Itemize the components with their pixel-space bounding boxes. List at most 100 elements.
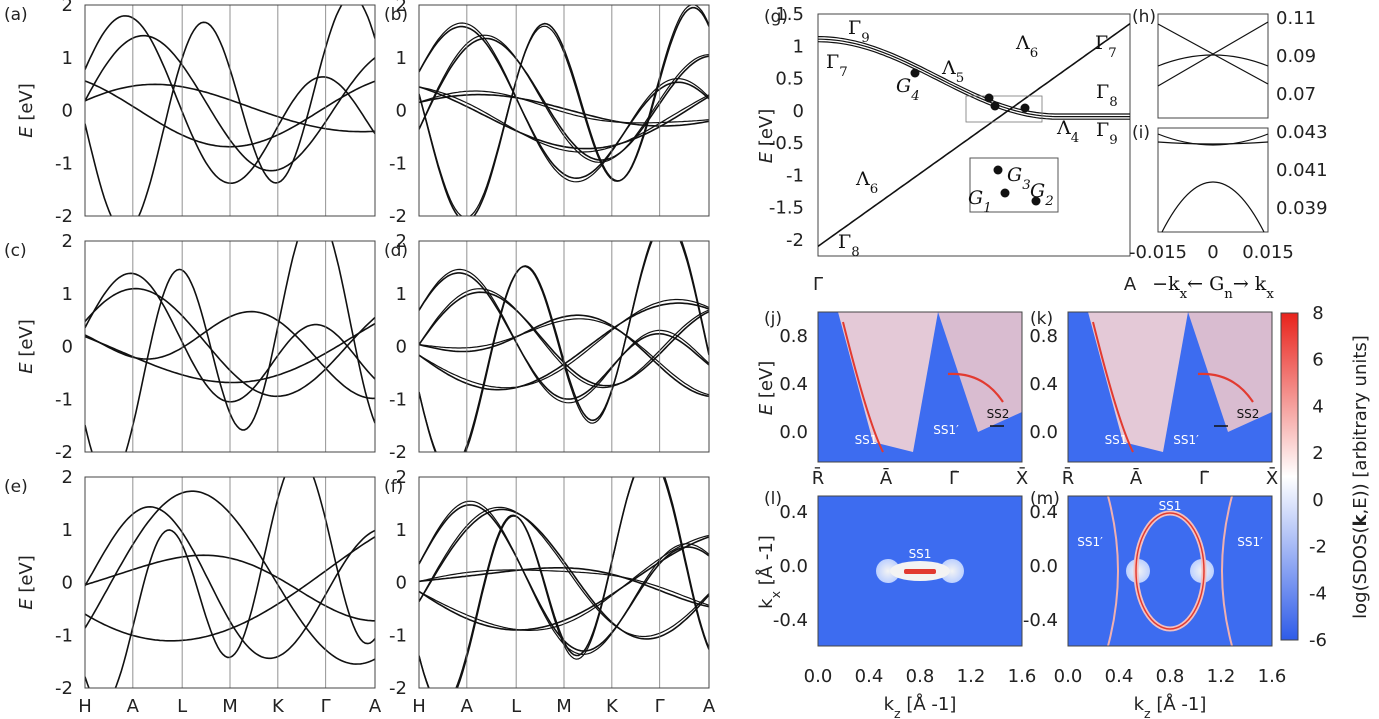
g-lines (818, 23, 1130, 247)
symmetry-label: Λ4 (1056, 117, 1079, 146)
path-label: A (127, 696, 140, 717)
y-axis-label: kx [Å -1] (755, 535, 783, 609)
y-tick-label: 0.5 (775, 69, 804, 90)
y-tick-label: 0.4 (1029, 502, 1058, 523)
surface-state-label: SS1 (1105, 433, 1128, 447)
y-tick-label: 0.8 (1029, 326, 1058, 347)
x-tick-label: Ā (880, 467, 893, 489)
x-tick-label: Γ (813, 274, 823, 295)
zoom-box (965, 95, 1043, 123)
panel-label: (m) (1030, 489, 1060, 509)
surface-state-label: SS1 (855, 433, 878, 447)
y-tick-label: -2 (55, 678, 73, 699)
x-tick-label: X̄ (1016, 467, 1028, 489)
fermi-contour (1221, 495, 1233, 647)
degeneracy-point (1031, 196, 1041, 206)
panel-i: (i) 0.043 0.041 0.039 (1132, 122, 1328, 233)
band-panel-1: (b)2 1 0 -1 -2 (384, 0, 710, 227)
band-panel-4: (e) 2 1 0 -1 -2 E [eV] H A L M K Γ A (4, 467, 382, 717)
band-panel-5: (f)2 1 0 -1 -2H A L M K Γ A (384, 467, 716, 717)
y-tick-label: 0.4 (1029, 374, 1058, 395)
symmetry-label: Γ8 (838, 231, 860, 260)
g-band-curve (818, 36, 1130, 115)
y-tick-label: -2 (389, 442, 407, 463)
x-tick-label: Γ̄ (1199, 468, 1209, 489)
y-tick-label: -2 (389, 678, 407, 699)
colorbar-tick: 6 (1312, 350, 1323, 371)
panel-label: (e) (4, 477, 28, 497)
heatmap-region (1188, 312, 1272, 432)
y-tick-label: 0.4 (779, 374, 808, 395)
plot-frame (817, 495, 1023, 647)
plot-frame (1067, 311, 1273, 463)
y-tick-label: 0.0 (1029, 422, 1058, 443)
plot-frame (1067, 495, 1273, 647)
path-label: H (78, 696, 92, 717)
y-tick-label: -0.4 (773, 610, 808, 631)
y-tick-label: 1 (793, 36, 804, 57)
plot-frame (1157, 13, 1269, 119)
path-label: K (606, 696, 619, 717)
y-tick-label: 0.07 (1276, 84, 1316, 105)
fermi-arc (904, 569, 936, 574)
x-tick-label: 1.6 (1258, 666, 1287, 687)
heatmap-region (838, 312, 938, 452)
symmetry-label: Γ7 (826, 51, 848, 80)
panel-label: (i) (1132, 123, 1150, 143)
x-tick-label: X̄ (1266, 467, 1278, 489)
plot-frame (817, 311, 1023, 463)
y-tick-label: 1 (62, 48, 73, 69)
path-label: M (222, 696, 238, 717)
panel-l: (l) SS1 0.4 0.0 -0.4 0.0 0.4 0.8 1.2 1.6 kz [Å -1] (764, 489, 1036, 719)
y-axis-label: E [eV] (756, 361, 777, 416)
plot-frame (1157, 127, 1269, 233)
y-tick-label: 0 (62, 573, 73, 594)
y-tick-label: 0.0 (779, 422, 808, 443)
panel-label: (d) (384, 241, 408, 261)
path-label: L (177, 696, 187, 717)
y-tick-label: 1 (62, 284, 73, 305)
inset-curve (1157, 133, 1269, 146)
y-tick-label: 2 (396, 467, 407, 488)
colorbar-label: log(SDOS(k,E)) [arbitrary units] (1350, 335, 1371, 619)
y-tick-label: 0.4 (779, 502, 808, 523)
y-tick-label: 2 (396, 231, 407, 252)
x-tick-label: Ā (1130, 467, 1143, 489)
y-tick-label: -1 (389, 389, 407, 410)
symmetry-label: Γ8 (1096, 81, 1118, 110)
panel-k: (k)0.8 0.4 0.0 R̄ Ā Γ̄ X̄ SS1 SS1′ SS2 (1029, 309, 1278, 489)
x-tick-label: 0.4 (855, 666, 884, 687)
y-tick-label: -1 (786, 165, 804, 186)
colorbar-tick: -4 (1309, 583, 1327, 604)
y-tick-label: -1 (389, 625, 407, 646)
colorbar (1280, 312, 1299, 641)
panel-label: (j) (764, 309, 782, 329)
x-tick-label: 1.2 (1207, 666, 1236, 687)
plot-frame (817, 13, 1131, 257)
degeneracy-point (1000, 188, 1010, 198)
path-label: L (511, 696, 521, 717)
path-label: K (272, 696, 285, 717)
surface-state (1092, 321, 1134, 453)
y-tick-label: 0.0 (779, 556, 808, 577)
y-tick-label: 0 (396, 337, 407, 358)
y-tick-label: 0 (793, 101, 804, 122)
surface-state-label: SS1 (1159, 499, 1182, 513)
symmetry-label: Λ6 (1015, 32, 1038, 61)
y-tick-label: 2 (396, 0, 407, 16)
symmetry-label: Γ9 (1096, 119, 1118, 148)
y-axis-label: E [eV] (16, 555, 37, 610)
path-label: A (369, 696, 382, 717)
y-tick-label: 2 (62, 467, 73, 488)
surface-state (842, 321, 884, 453)
panel-m: (m) SS1 SS1′ SS1′ 0.4 0.0 -0.4 0.0 0.4 0.8 1.2 1.6 k… (1023, 489, 1286, 719)
heatmap-blob (876, 559, 900, 583)
symmetry-label: G2 (1030, 180, 1054, 209)
y-axis-label: E [eV] (16, 319, 37, 374)
panel-label: (a) (4, 5, 28, 25)
symmetry-label: G1 (968, 187, 992, 216)
panel-label: (k) (1030, 309, 1053, 329)
x-tick-label: 0.8 (906, 666, 935, 687)
